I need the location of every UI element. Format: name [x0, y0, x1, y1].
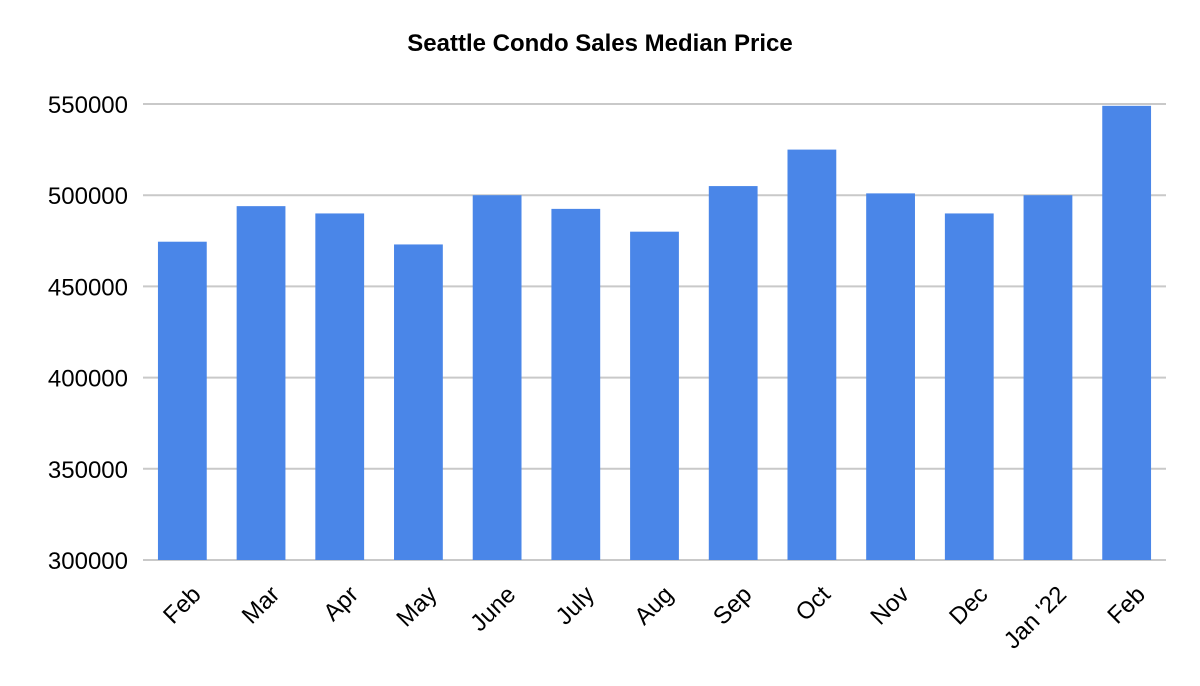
bar	[1102, 105, 1152, 560]
bar	[315, 213, 365, 560]
x-tick-label: Sep	[708, 581, 757, 630]
bar	[394, 244, 443, 560]
x-tick-label: Jan '22	[999, 581, 1072, 654]
x-tick-label: Oct	[791, 581, 837, 627]
bar	[551, 208, 601, 560]
y-tick-label: 300000	[48, 548, 128, 575]
bar	[708, 186, 758, 560]
x-tick-label: July	[551, 581, 600, 630]
x-tick-label: Feb	[1102, 581, 1150, 629]
chart-title: Seattle Condo Sales Median Price	[407, 30, 793, 57]
x-tick-label: Dec	[944, 581, 993, 630]
x-tick-label: Nov	[865, 581, 914, 630]
bar	[787, 149, 837, 560]
x-tick-label: Feb	[158, 581, 206, 629]
y-axis-tick-labels: 300000 350000 400000 450000 500000 550000	[48, 92, 128, 575]
bar	[630, 231, 679, 560]
y-tick-label: 550000	[48, 92, 128, 119]
bar	[157, 241, 207, 560]
x-tick-label: Apr	[318, 581, 364, 627]
x-tick-label: Aug	[629, 581, 678, 630]
y-tick-label: 350000	[48, 457, 128, 484]
bar	[944, 213, 994, 560]
x-axis-tick-labels: Feb Mar Apr May June July Aug Sep Oct Nov Dec Jan '…	[158, 581, 1151, 655]
x-tick-label: Mar	[237, 581, 285, 629]
bar	[866, 193, 915, 560]
bar	[236, 206, 286, 561]
bar	[1023, 195, 1073, 560]
x-tick-label: May	[391, 581, 442, 632]
bars	[157, 105, 1152, 561]
y-tick-label: 500000	[48, 183, 128, 210]
y-tick-label: 400000	[48, 366, 128, 393]
bar	[472, 195, 522, 560]
y-tick-label: 450000	[48, 274, 128, 301]
x-tick-label: June	[465, 581, 521, 637]
